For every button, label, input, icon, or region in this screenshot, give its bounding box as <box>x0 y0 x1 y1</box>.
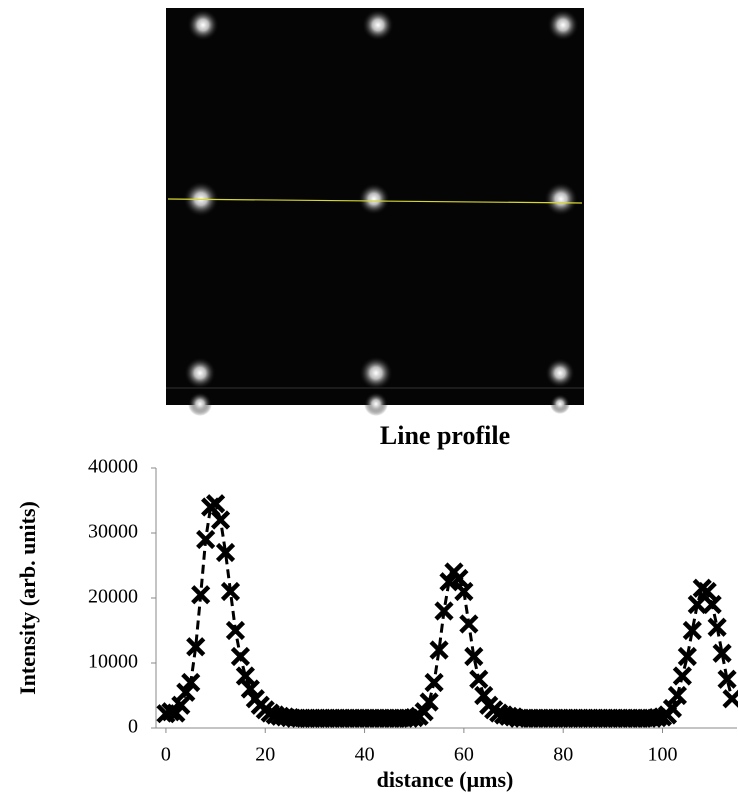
data-point <box>419 692 439 712</box>
data-point <box>717 669 737 689</box>
data-point <box>196 529 216 550</box>
data-point <box>424 672 444 693</box>
data-point <box>464 646 484 667</box>
y-tick-label: 30000 <box>88 521 138 543</box>
x-tick-label: 0 <box>161 744 171 766</box>
data-point <box>434 601 454 621</box>
y-tick-label: 0 <box>128 716 138 738</box>
y-tick-label: 20000 <box>88 586 138 608</box>
data-point <box>449 568 469 589</box>
data-point <box>429 640 449 660</box>
data-point <box>722 689 738 709</box>
data-point <box>225 620 246 641</box>
data-point <box>205 494 226 514</box>
data-point <box>672 666 692 686</box>
data-point <box>215 542 236 563</box>
x-tick-label: 20 <box>255 744 275 766</box>
data-point <box>181 672 201 693</box>
y-tick-label: 10000 <box>88 651 138 673</box>
data-point <box>191 585 211 605</box>
data-point <box>469 669 489 689</box>
data-point <box>171 695 191 715</box>
data-point <box>712 643 732 663</box>
data-point <box>707 617 727 637</box>
x-axis-label: distance (µms) <box>377 767 514 792</box>
x-tick-label: 100 <box>648 744 678 766</box>
data-point <box>220 581 241 602</box>
data-point <box>454 581 474 602</box>
chart-title: Line profile <box>380 421 510 450</box>
x-tick-label: 40 <box>355 744 375 766</box>
data-point <box>667 685 688 706</box>
data-point <box>176 682 196 702</box>
data-point <box>186 637 206 657</box>
x-tick-label: 60 <box>454 744 474 766</box>
data-point <box>677 646 697 667</box>
data-point <box>662 698 683 719</box>
data-point <box>702 594 722 615</box>
x-tick-label: 80 <box>553 744 573 766</box>
y-axis-label: Intensity (arb. units) <box>15 501 40 695</box>
data-point <box>459 614 479 634</box>
data-point <box>404 708 424 728</box>
microscope-image <box>166 8 584 416</box>
data-point <box>697 581 717 602</box>
data-point <box>230 646 251 667</box>
data-point <box>414 702 434 722</box>
data-point <box>682 620 702 641</box>
data-point <box>474 685 494 706</box>
data-point <box>240 679 260 699</box>
data-point <box>235 666 255 686</box>
data-point <box>161 702 181 722</box>
y-tick-label: 40000 <box>88 456 138 478</box>
data-point <box>210 510 231 530</box>
